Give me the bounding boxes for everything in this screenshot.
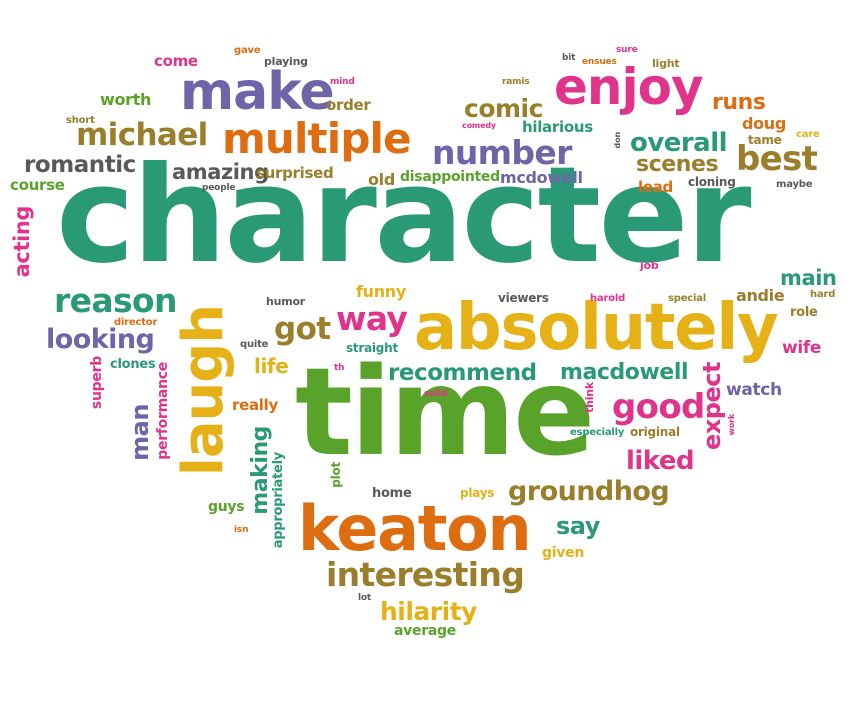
word-think: think [583,382,596,413]
word-ramis: ramis [502,77,530,87]
word-gave: gave [234,45,261,56]
word-surprised: surprised [256,164,334,182]
word-average: average [394,623,456,639]
word-absolutely: absolutely [414,291,779,365]
word-acting: acting [10,206,34,278]
word-light: light [652,57,680,70]
word-playing: playing [264,55,308,68]
word-character: character [56,139,752,293]
word-harold: harold [590,293,626,304]
word-mind: mind [330,77,355,87]
word-clones: clones [110,357,156,372]
word-bit: bit [562,53,576,63]
word-looking: looking [46,324,155,355]
word-andie: andie [736,286,785,305]
word-ensues: ensues [582,57,617,67]
word-special: special [668,293,707,304]
word-hard: hard [810,289,836,300]
word-given: given [542,545,585,561]
word-lead: lead [638,178,673,196]
word-expect: expect [698,362,726,451]
word-short: short [66,115,95,126]
word-funny: funny [356,282,406,301]
word-th: th [334,363,345,373]
word-tame: tame [748,133,782,147]
word-scenes: scenes [636,152,719,177]
word-sure: sure [616,45,638,55]
word-groundhog: groundhog [508,476,670,507]
word-keaton: keaton [298,492,532,565]
word-main: main [780,266,837,290]
word-romantic: romantic [24,152,136,178]
word-plays: plays [460,486,495,500]
word-way: way [336,299,408,338]
word-appropriately: appropriately [271,452,286,549]
word-superb: superb [89,356,105,410]
word-really: really [232,396,278,414]
word-comedy: comedy [462,121,496,130]
word-making: making [248,426,273,515]
word-michael: michael [76,117,208,153]
word-director: director [114,317,158,328]
word-viewers: viewers [498,291,549,305]
word-amazing: amazing [172,160,269,184]
word-enjoy: enjoy [554,58,704,116]
word-laugh: laugh [171,305,236,477]
word-course: course [10,176,65,194]
word-humor: humor [266,295,306,308]
word-performance: performance [155,362,171,460]
word-doug: doug [742,114,787,133]
word-worth: worth [100,90,152,109]
word-reason: reason [54,281,177,320]
word-order: order [326,96,371,114]
word-life: life [254,354,289,378]
word-runs: runs [712,90,766,115]
word-number: number [432,133,572,172]
word-role: role [790,305,818,320]
word-mcdowell: mcdowell [500,168,583,187]
word-maybe: maybe [776,179,813,190]
word-home: home [372,486,412,501]
word-job: job [640,259,659,272]
word-plot: plot [329,462,343,488]
word-isn: isn [234,525,249,535]
word-hilarious: hilarious [522,118,593,136]
word-got: got [274,311,331,347]
word-good: good [612,387,705,427]
word-hilarity: hilarity [380,597,477,626]
word-care: care [796,129,820,140]
word-comic: comic [464,94,543,123]
word-recommend: recommend [388,360,537,386]
word-cloning: cloning [688,175,736,189]
word-original: original [630,425,680,439]
word-wife: wife [782,338,822,358]
word-liked: liked [626,446,695,476]
word-time: time [295,342,595,483]
word-people: people [202,183,236,193]
word-interesting: interesting [326,555,525,594]
word-lot: lot [358,593,372,603]
word-disappointed: disappointed [400,169,500,185]
word-macdowell: macdowell [560,360,689,385]
word-multiple: multiple [222,114,412,163]
word-man: man [126,404,154,461]
word-especially: especially [570,427,625,438]
word-watch: watch [726,380,782,400]
word-old: old [368,170,395,189]
word-straight: straight [346,341,398,355]
word-come: come [154,52,198,70]
word-solid: solid [424,389,448,399]
word-work: work [727,414,736,436]
word-overall: overall [630,128,728,158]
word-quite: quite [240,339,269,350]
word-guys: guys [208,499,245,515]
word-don: don [613,132,622,149]
word-best: best [736,139,818,179]
word-make: make [180,62,335,122]
word-say: say [556,512,600,540]
